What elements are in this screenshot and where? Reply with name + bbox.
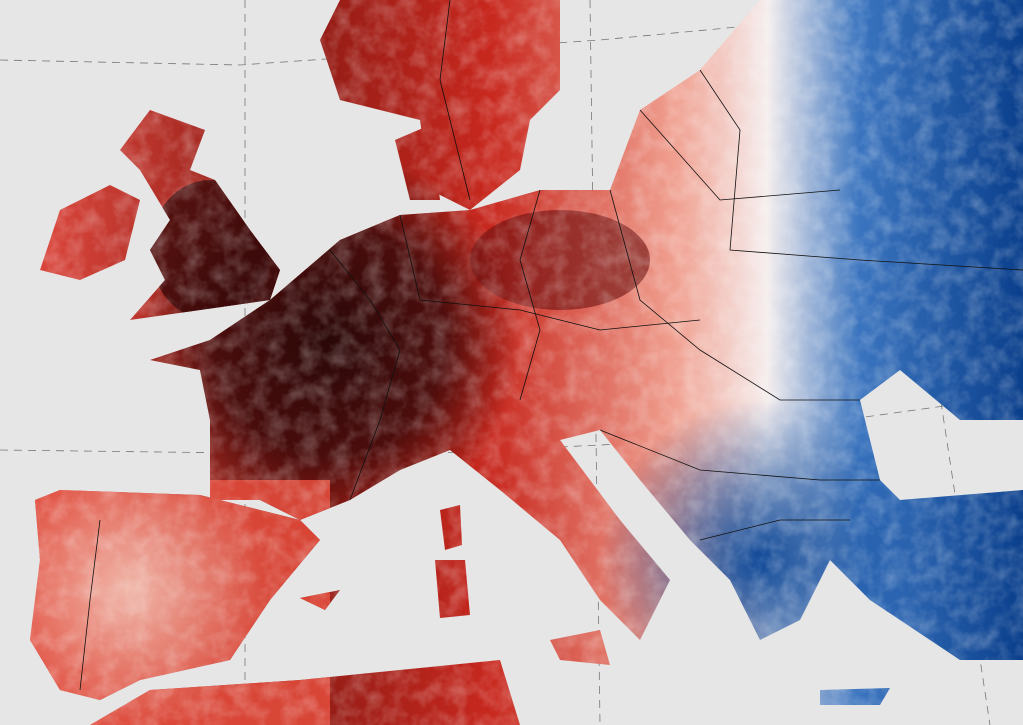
country-borders	[79, 0, 1023, 691]
